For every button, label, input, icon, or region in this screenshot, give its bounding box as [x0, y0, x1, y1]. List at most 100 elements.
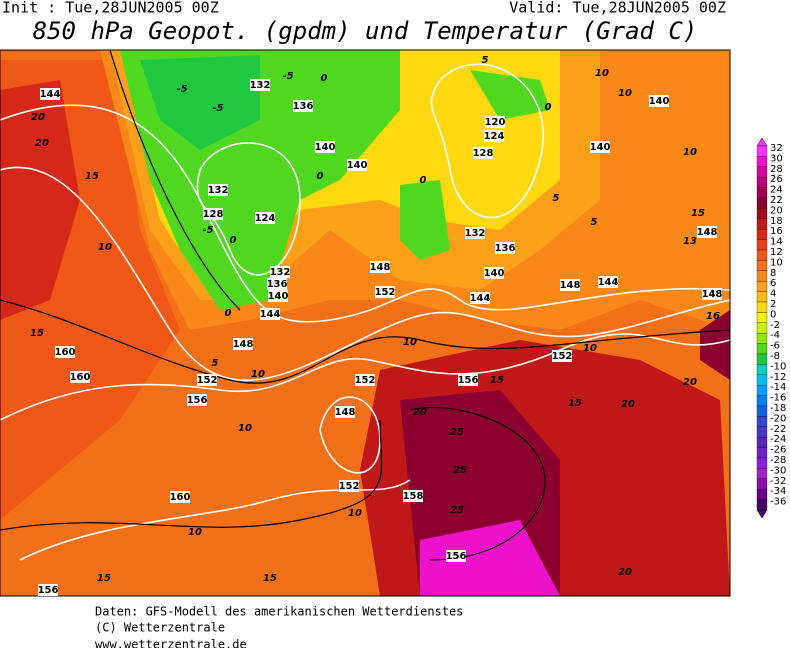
colorbar-swatch — [756, 468, 768, 479]
contour-label-box — [484, 267, 504, 279]
colorbar-label: -12 — [770, 372, 786, 383]
contour-label-box — [255, 212, 275, 224]
contour-label-box — [203, 208, 223, 220]
colorbar-swatch — [756, 364, 768, 375]
colorbar-label: 0 — [770, 309, 776, 320]
contour-label-box — [458, 374, 478, 386]
contour-label: 152 — [375, 287, 396, 298]
contour-label: 10 — [251, 369, 265, 380]
contour-label: 5 — [482, 55, 489, 66]
contour-label: 10 — [238, 423, 252, 434]
colorbar-label: 8 — [770, 268, 776, 279]
contour-label: 0 — [317, 171, 324, 182]
colorbar-label: -30 — [770, 465, 786, 476]
contour-label-box — [335, 406, 355, 418]
contour-label-box — [197, 374, 217, 386]
colorbar-swatch — [756, 301, 768, 313]
colorbar-label: -14 — [770, 382, 786, 393]
contour-label: -5 — [282, 71, 293, 82]
contour-label: 140 — [484, 268, 505, 279]
contour-label: 20 — [413, 407, 427, 418]
contour-label-box — [590, 141, 610, 153]
contour-label: 0 — [420, 175, 427, 186]
contour-label-box — [355, 374, 375, 386]
colorbar-swatch — [756, 218, 768, 230]
contour-label-box — [370, 261, 390, 273]
colorbar-label: 4 — [770, 289, 776, 300]
colorbar-label: -2 — [770, 320, 780, 331]
colorbar-swatch — [756, 270, 768, 282]
contour-label: 15 — [30, 328, 44, 339]
contour-label: 132 — [208, 185, 229, 196]
contour-label: 0 — [545, 102, 552, 113]
colorbar-label: 20 — [770, 205, 783, 216]
colorbar-swatch — [756, 291, 768, 303]
contour-label-box — [55, 346, 75, 358]
contour-label: 20 — [618, 567, 632, 578]
colorbar-label: -36 — [770, 497, 786, 508]
colorbar-arrow-bottom — [756, 509, 768, 519]
colorbar-swatch — [756, 197, 768, 209]
colorbar-swatch — [756, 343, 768, 355]
colorbar-label: -16 — [770, 393, 786, 404]
contour-label: 136 — [267, 279, 288, 290]
contour-label: 152 — [197, 375, 218, 386]
contour-label: 25 — [450, 427, 464, 438]
contour-label: 144 — [470, 293, 491, 304]
contour-label: 20 — [35, 138, 49, 149]
contour-label: 148 — [560, 280, 581, 291]
colorbar-label: 14 — [770, 237, 783, 248]
colorbar-swatch — [756, 385, 768, 396]
colorbar-swatch — [756, 416, 768, 427]
colorbar-label: -18 — [770, 403, 786, 414]
colorbar-label: 26 — [770, 174, 783, 185]
contour-label-box — [293, 100, 313, 112]
contour-label: 0 — [230, 235, 237, 246]
contour-label-box — [465, 227, 485, 239]
contour-label: -5 — [176, 84, 187, 95]
footer-source: Daten: GFS-Modell des amerikanischen Wet… — [95, 605, 463, 619]
contour-label: 152 — [355, 375, 376, 386]
colorbar-label: 32 — [770, 143, 783, 154]
contour-label: 15 — [691, 208, 705, 219]
contour-label: -5 — [202, 225, 213, 236]
contour-label-box — [339, 480, 359, 492]
colorbar-label: -26 — [770, 445, 786, 456]
contour-label: 140 — [347, 160, 368, 171]
contour-label: 148 — [370, 262, 391, 273]
contour-label-box — [403, 490, 423, 502]
contour-label-box — [347, 159, 367, 171]
contour-label: 10 — [98, 242, 112, 253]
contour-label: 13 — [683, 236, 697, 247]
contour-label: 128 — [473, 148, 494, 159]
contour-label-box — [560, 279, 580, 291]
contour-label: 20 — [683, 377, 697, 388]
contour-label: 160 — [170, 492, 191, 503]
contour-label: 20 — [31, 112, 45, 123]
contour-label-box — [233, 338, 253, 350]
colorbar-swatch — [756, 229, 768, 240]
contour-label: 124 — [255, 213, 276, 224]
contour-label-box — [649, 95, 669, 107]
contour-label-box — [70, 371, 90, 383]
colorbar-swatch — [756, 166, 768, 178]
colorbar-swatch — [756, 239, 768, 251]
contour-label: 15 — [263, 573, 277, 584]
contour-label: 144 — [260, 309, 281, 320]
contour-label: 0 — [225, 308, 232, 319]
contour-label: 140 — [268, 291, 289, 302]
contour-label: 158 — [403, 491, 424, 502]
contour-label: 140 — [590, 142, 611, 153]
contour-label: 148 — [702, 289, 723, 300]
contour-label: 136 — [495, 243, 516, 254]
contour-label-box — [260, 308, 280, 320]
init-time: Init : Tue,28JUN2005 00Z — [2, 0, 219, 17]
contour-label-box — [267, 278, 287, 290]
footer-url: www.wetterzentrale.de — [95, 638, 247, 648]
colorbar-swatch — [756, 395, 768, 407]
contour-label: 15 — [97, 573, 111, 584]
contour-label: 156 — [38, 585, 59, 596]
contour-label: 20 — [621, 399, 635, 410]
contour-label: 5 — [591, 217, 598, 228]
